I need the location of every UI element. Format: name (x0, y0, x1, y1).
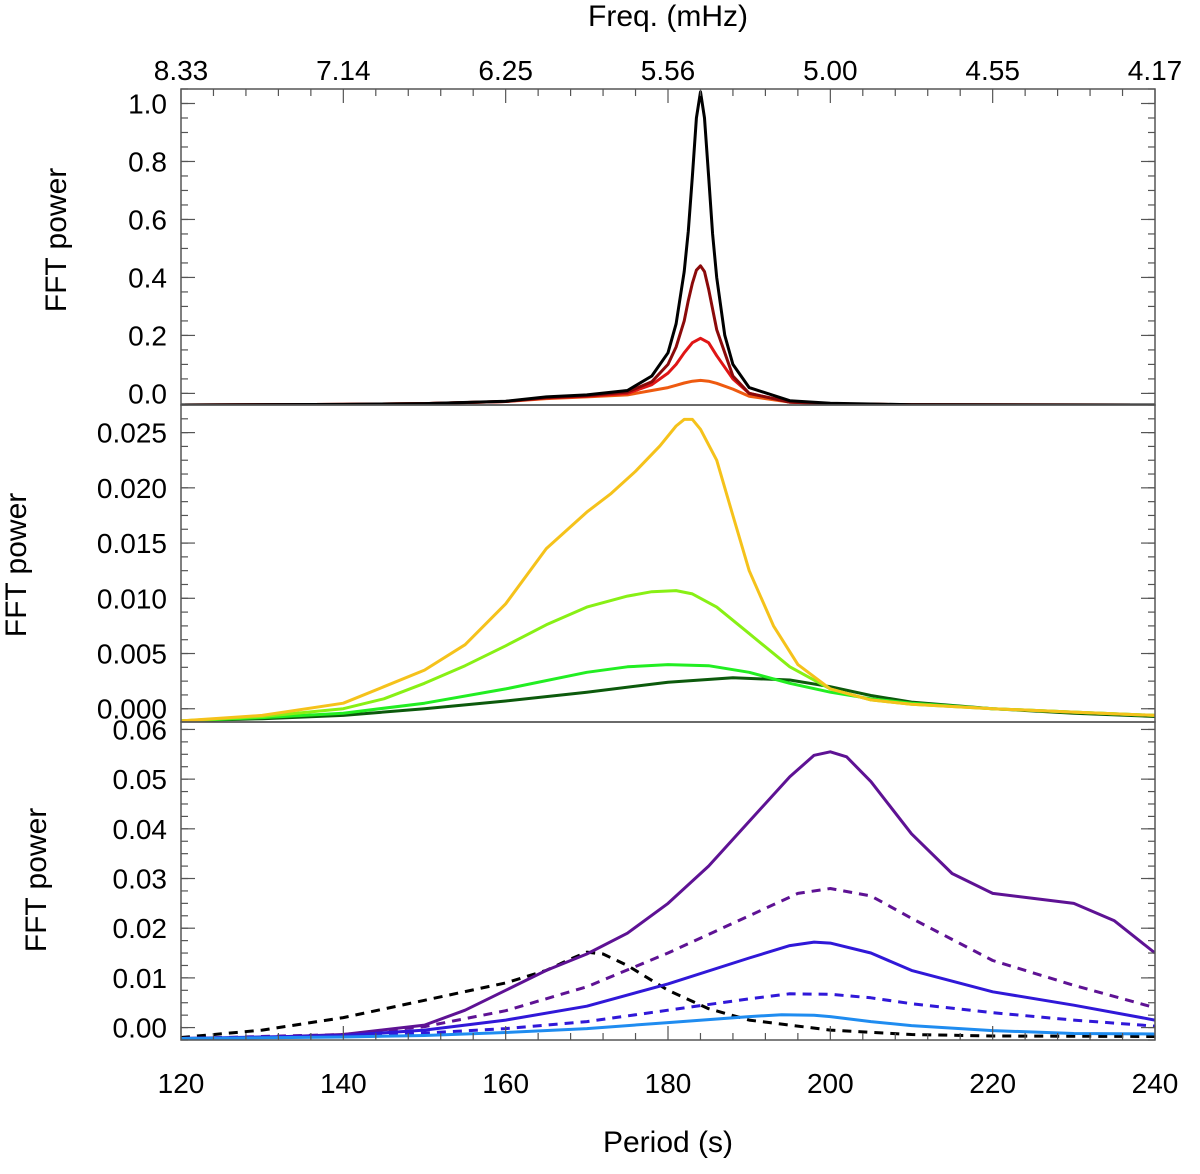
series-bottom-black-dashed (181, 950, 1155, 1039)
series-bottom-light-blue (181, 1013, 1155, 1040)
panel-bottom: FFT power 0.00 0.01 0.02 0.03 0.04 0.05 0.06 (20, 714, 1156, 1044)
period-tick-label: 120 (158, 1068, 205, 1099)
ytick-label-bottom: 0.05 (113, 764, 168, 795)
period-tick-label: 180 (645, 1068, 692, 1099)
panel-middle-frame (180, 404, 1156, 723)
series-middle-green (181, 663, 1155, 722)
ytick-label-bottom: 0.03 (113, 864, 168, 895)
freq-tick-label: 5.00 (803, 55, 858, 86)
series-top-orange (181, 378, 1155, 405)
period-tick-label: 140 (320, 1068, 367, 1099)
ytick-label-top: 1.0 (128, 88, 167, 119)
panel-top: FFT power 0.0 0.2 0.4 0.6 0.8 1.0 (40, 88, 1156, 409)
period-tick-label: 160 (482, 1068, 529, 1099)
ytick-label-middle: 0.025 (97, 418, 167, 449)
panel-middle-ylabel: FFT power (0, 493, 33, 637)
freq-tick-label: 6.25 (478, 55, 533, 86)
freq-tick-label: 8.33 (154, 55, 209, 86)
bottom-tick-labels: 120 140 160 180 200 220 240 (158, 1068, 1179, 1099)
ytick-label-bottom: 0.06 (113, 714, 168, 745)
ytick-label-top: 0.6 (128, 204, 167, 235)
bottom-axis-title: Period (s) (603, 1126, 733, 1159)
series-top-black (181, 90, 1155, 405)
ytick-label-bottom: 0.01 (113, 963, 168, 994)
top-axis-title: Freq. (mHz) (588, 0, 748, 33)
ytick-label-middle: 0.015 (97, 528, 167, 559)
top-tick-labels: 8.33 7.14 6.25 5.56 5.00 4.55 4.17 (154, 55, 1183, 86)
panel-middle: FFT power 0.000 0.005 0.010 0.015 0.020 0.025 (0, 404, 1156, 725)
series-bottom-blue (181, 940, 1155, 1040)
ytick-label-bottom: 0.04 (113, 814, 168, 845)
period-tick-label: 200 (807, 1068, 854, 1099)
period-tick-label: 220 (969, 1068, 1016, 1099)
ytick-label-top: 0.0 (128, 378, 167, 409)
ytick-label-top: 0.4 (128, 262, 167, 293)
freq-tick-label: 7.14 (316, 55, 371, 86)
ytick-label-top: 0.2 (128, 320, 167, 351)
period-tick-label: 240 (1132, 1068, 1179, 1099)
series-bottom-purple-dashed (181, 887, 1155, 1040)
panel-bottom-ylabel: FFT power (20, 808, 53, 952)
series-bottom-blue-dashed (181, 992, 1155, 1040)
panel-top-ylabel: FFT power (40, 168, 73, 312)
ytick-label-top: 0.8 (128, 146, 167, 177)
ytick-label-middle: 0.020 (97, 473, 167, 504)
series-middle-lime (181, 589, 1155, 722)
freq-tick-label: 5.56 (641, 55, 696, 86)
freq-tick-label: 4.55 (965, 55, 1020, 86)
ytick-label-middle: 0.000 (97, 694, 167, 725)
series-middle-yellow (181, 417, 1155, 722)
panel-bottom-frame (180, 721, 1156, 1041)
ytick-label-middle: 0.005 (97, 639, 167, 670)
ytick-label-bottom: 0.00 (113, 1013, 168, 1044)
freq-tick-label: 4.17 (1128, 55, 1183, 86)
series-top-dark-red (181, 264, 1155, 405)
panel-top-frame (180, 88, 1156, 406)
series-bottom-purple (181, 750, 1155, 1040)
ytick-label-middle: 0.010 (97, 583, 167, 614)
ytick-label-bottom: 0.02 (113, 913, 168, 944)
